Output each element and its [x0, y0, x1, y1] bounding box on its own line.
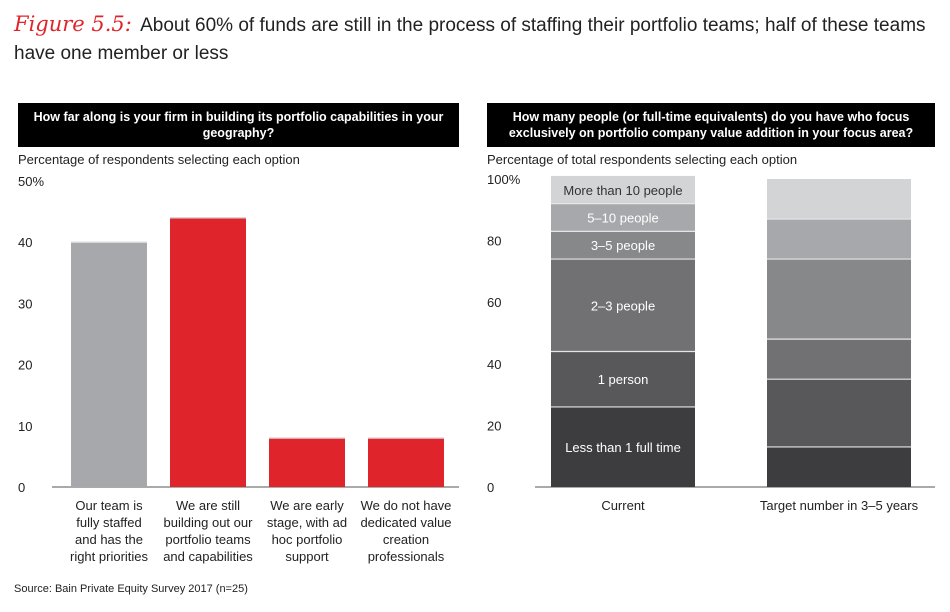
left-ytick-label: 50%	[18, 174, 44, 189]
source-note: Source: Bain Private Equity Survey 2017 …	[14, 583, 248, 595]
figure-title: Figure 5.5: About 60% of funds are still…	[14, 10, 939, 68]
left-category-label: We do not have dedicated value creation pro…	[360, 498, 451, 564]
left-bar	[368, 438, 444, 487]
right-chart-title: How many people (or full-time equivalent…	[487, 103, 935, 147]
left-category-label: We are early stage, with ad hoc portfolio s…	[267, 498, 347, 564]
right-ytick-label: 60	[487, 295, 501, 310]
stacked-segment	[767, 379, 911, 447]
stacked-segment	[767, 219, 911, 260]
stacked-segment	[767, 446, 911, 487]
left-ytick-label: 0	[18, 480, 25, 495]
right-ytick-label: 0	[487, 480, 494, 495]
right-ytick-label: 80	[487, 234, 501, 249]
stacked-segment	[551, 406, 695, 487]
left-bar	[269, 438, 345, 487]
stacked-segment	[551, 259, 695, 352]
left-ytick-label: 20	[18, 358, 32, 373]
stacked-segment	[551, 231, 695, 260]
segment-label: More than 10 people	[563, 183, 682, 198]
stacked-segment	[551, 203, 695, 232]
right-chart-ylabel: Percentage of total respondents selectin…	[487, 152, 798, 167]
left-category-label: We are still building out our portfolio te…	[163, 498, 253, 564]
left-chart-ylabel: Percentage of respondents selecting each…	[18, 152, 300, 167]
right-ytick-label: 20	[487, 418, 501, 433]
right-ytick-label: 40	[487, 357, 501, 372]
left-ytick-label: 30	[18, 296, 32, 311]
segment-label: 2–3 people	[591, 298, 655, 313]
segment-label: Less than 1 full time	[565, 440, 681, 455]
segment-label: 5–10 people	[587, 211, 659, 226]
right-category-label: Target number in 3–5 years	[760, 498, 919, 513]
left-ytick-label: 10	[18, 419, 32, 434]
right-category-label: Current	[601, 498, 645, 513]
right-ytick-label: 100%	[487, 172, 521, 187]
figure-headline: About 60% of funds are still in the proc…	[14, 15, 926, 64]
left-category-label: Our team is fully staffed and has the right…	[70, 498, 149, 564]
stacked-segment	[767, 259, 911, 340]
stacked-segment	[551, 175, 695, 204]
left-bar	[170, 217, 246, 487]
stacked-segment	[551, 351, 695, 407]
segment-label: 3–5 people	[591, 238, 655, 253]
left-ytick-label: 40	[18, 235, 32, 250]
left-chart-title: How far along is your firm in building i…	[18, 103, 459, 147]
left-bar	[71, 242, 147, 487]
stacked-segment	[767, 179, 911, 220]
segment-label: 1 person	[598, 372, 649, 387]
figure-label: Figure 5.5:	[14, 12, 132, 36]
stacked-segment	[767, 339, 911, 380]
